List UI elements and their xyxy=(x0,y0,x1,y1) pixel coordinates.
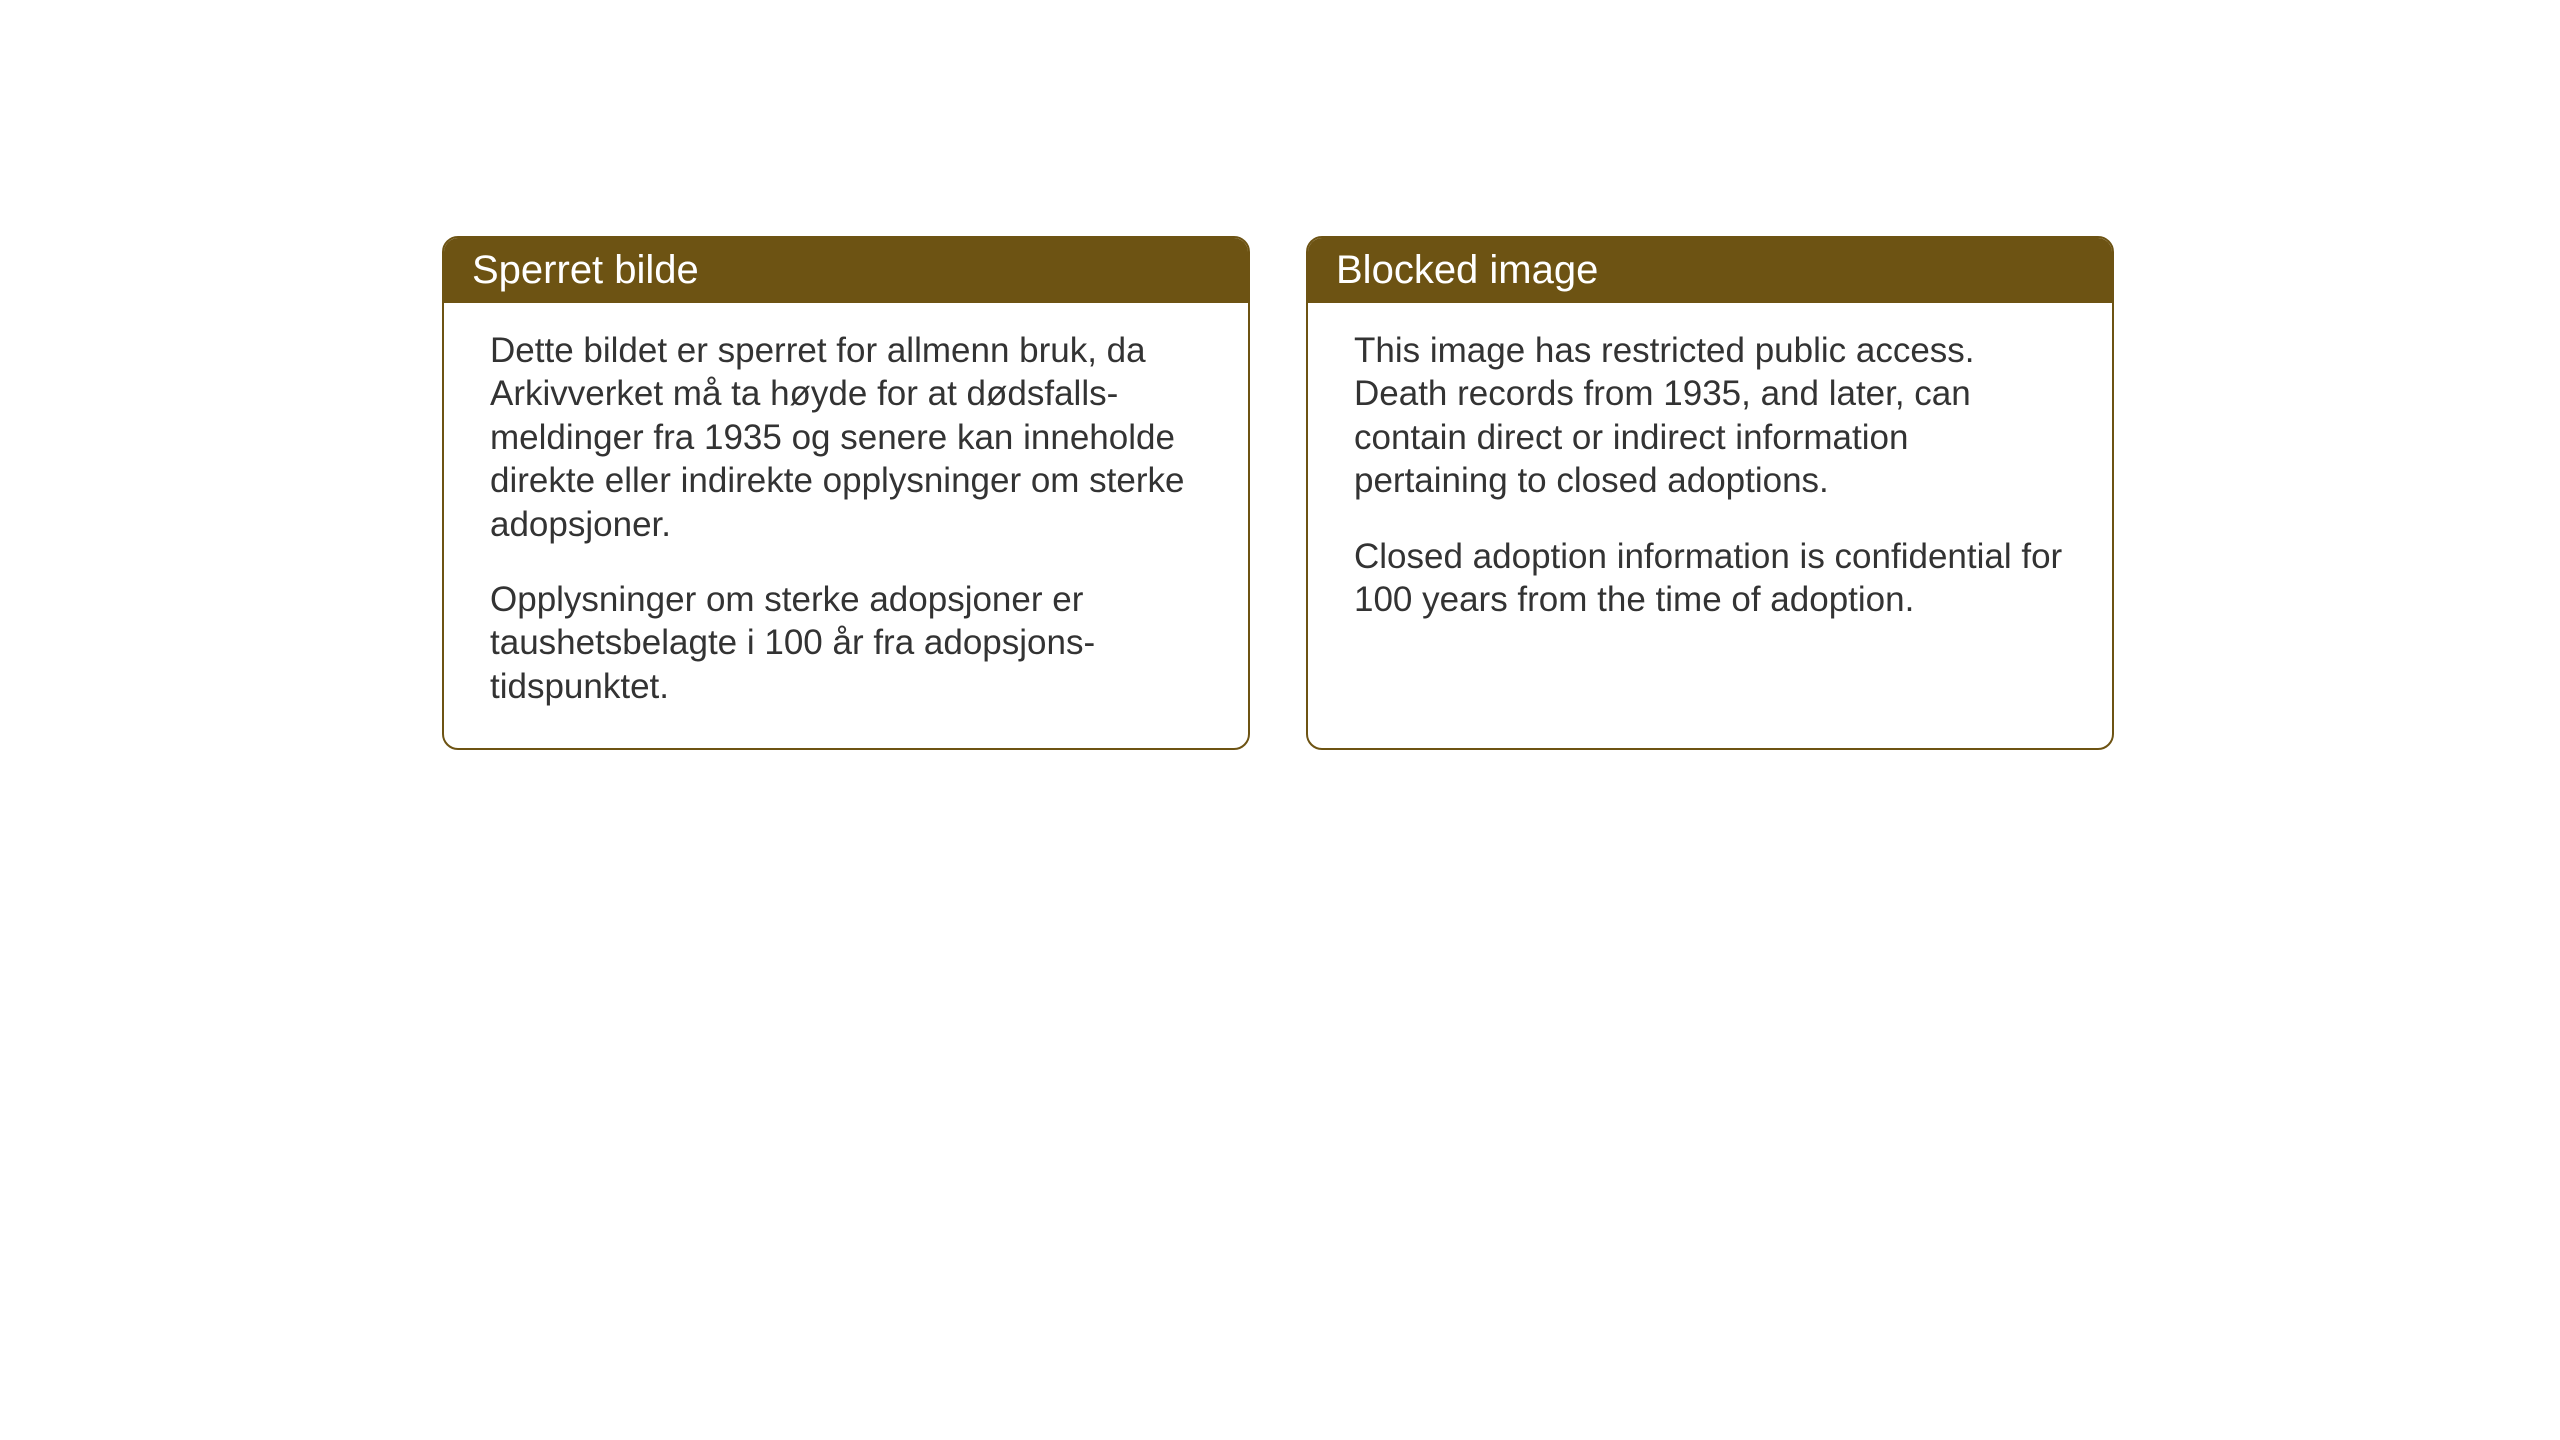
norwegian-paragraph-1: Dette bildet er sperret for allmenn bruk… xyxy=(490,329,1202,546)
english-panel: Blocked image This image has restricted … xyxy=(1306,236,2114,750)
norwegian-panel-title: Sperret bilde xyxy=(444,238,1248,303)
english-paragraph-2: Closed adoption information is confident… xyxy=(1354,535,2066,622)
english-panel-title: Blocked image xyxy=(1308,238,2112,303)
panels-container: Sperret bilde Dette bildet er sperret fo… xyxy=(442,236,2114,750)
norwegian-panel: Sperret bilde Dette bildet er sperret fo… xyxy=(442,236,1250,750)
norwegian-panel-body: Dette bildet er sperret for allmenn bruk… xyxy=(444,303,1248,748)
english-paragraph-1: This image has restricted public access.… xyxy=(1354,329,2066,503)
english-panel-body: This image has restricted public access.… xyxy=(1308,303,2112,661)
norwegian-paragraph-2: Opplysninger om sterke adopsjoner er tau… xyxy=(490,578,1202,708)
